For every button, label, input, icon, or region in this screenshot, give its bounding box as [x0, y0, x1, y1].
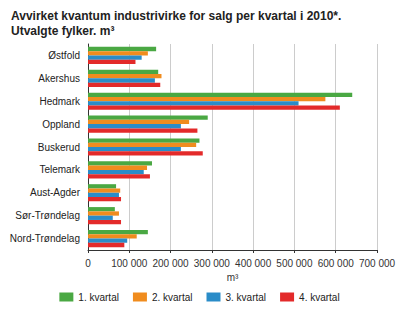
svg-text:Østfold: Østfold: [48, 50, 80, 61]
svg-text:600 000: 600 000: [318, 258, 355, 269]
svg-text:m³: m³: [227, 272, 239, 283]
svg-text:Akershus: Akershus: [38, 73, 80, 84]
svg-text:Telemark: Telemark: [39, 164, 81, 175]
svg-text:200 000: 200 000: [152, 258, 189, 269]
svg-text:500 000: 500 000: [276, 258, 313, 269]
svg-text:700 000: 700 000: [359, 258, 396, 269]
svg-text:100 000: 100 000: [111, 258, 148, 269]
svg-text:Hedmark: Hedmark: [39, 96, 81, 107]
svg-text:2. kvartal: 2. kvartal: [152, 292, 193, 303]
svg-text:Sør-Trøndelag: Sør-Trøndelag: [15, 210, 80, 221]
svg-text:3. kvartal: 3. kvartal: [226, 292, 267, 303]
svg-text:1. kvartal: 1. kvartal: [78, 292, 119, 303]
svg-text:400 000: 400 000: [235, 258, 272, 269]
svg-text:Utvalgte fylker. m³: Utvalgte fylker. m³: [11, 24, 114, 38]
svg-text:Buskerud: Buskerud: [38, 142, 80, 153]
svg-text:0: 0: [85, 258, 91, 269]
svg-text:300 000: 300 000: [194, 258, 231, 269]
svg-text:Oppland: Oppland: [42, 119, 80, 130]
svg-text:4. kvartal: 4. kvartal: [299, 292, 340, 303]
svg-text:Nord-Trøndelag: Nord-Trøndelag: [10, 233, 80, 244]
svg-text:Avvirket kvantum industrivirke: Avvirket kvantum industrivirke for salg …: [11, 9, 345, 23]
svg-text:Aust-Agder: Aust-Agder: [30, 187, 81, 198]
